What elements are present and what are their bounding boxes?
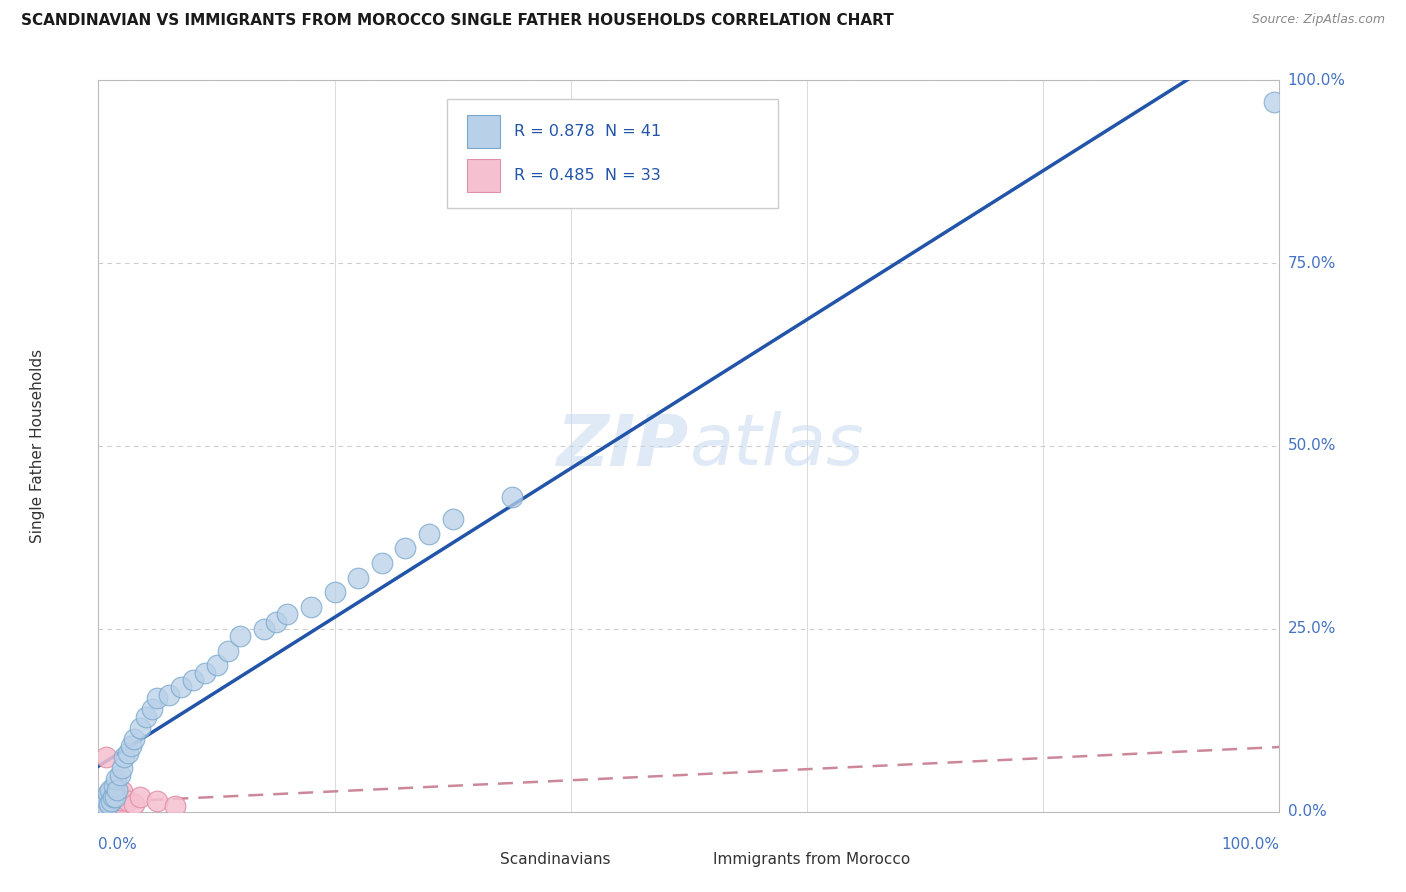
Point [98,782,121,797]
Point [98,791,121,805]
Point [91,803,114,817]
Text: Source: ZipAtlas.com: Source: ZipAtlas.com [1251,13,1385,27]
Point [94,749,117,764]
Point [111,784,134,798]
Point [104,790,127,805]
Point [323,585,346,599]
Point [90,802,112,816]
Point [93,797,115,812]
Text: SCANDINAVIAN VS IMMIGRANTS FROM MOROCCO SINGLE FATHER HOUSEHOLDS CORRELATION CHA: SCANDINAVIAN VS IMMIGRANTS FROM MOROCCO … [21,13,894,29]
Point [108,768,131,782]
Point [100,787,122,801]
Point [170,681,193,695]
Point [194,665,217,680]
Point [264,615,287,629]
FancyBboxPatch shape [665,843,707,875]
Point [89,803,111,817]
Point [117,795,139,809]
Point [121,739,143,753]
Point [101,797,124,812]
Text: 100.0%: 100.0% [1222,837,1279,852]
Point [97,796,120,810]
Point [111,761,134,775]
Text: 25.0%: 25.0% [1288,622,1336,636]
Point [141,702,163,716]
Point [117,746,139,760]
Point [105,772,128,786]
Point [217,644,239,658]
Point [135,709,157,723]
Text: atlas: atlas [689,411,863,481]
Text: 50.0%: 50.0% [1288,439,1336,453]
Point [371,556,394,570]
Point [394,541,416,556]
Point [97,787,120,801]
Point [97,800,120,814]
Point [441,512,464,526]
Point [94,799,117,814]
Point [122,731,145,746]
Point [103,798,125,813]
Point [94,801,117,815]
Point [112,749,135,764]
Point [347,571,370,585]
Point [501,490,523,504]
Point [89,803,111,817]
Point [105,789,128,803]
Point [91,801,114,815]
Point [128,790,150,805]
Point [96,794,118,808]
Point [91,798,114,813]
Text: Immigrants from Morocco: Immigrants from Morocco [713,852,910,867]
Point [146,794,169,808]
Text: Scandinavians: Scandinavians [501,852,610,867]
Point [100,794,122,808]
Text: R = 0.878  N = 41: R = 0.878 N = 41 [515,124,661,139]
Point [110,793,132,807]
Point [105,782,128,797]
Text: Single Father Households: Single Father Households [31,349,45,543]
Point [107,782,129,797]
Point [299,599,322,614]
Text: 0.0%: 0.0% [98,837,138,852]
Text: ZIP: ZIP [557,411,689,481]
Point [96,798,118,813]
Point [98,797,121,812]
Text: 100.0%: 100.0% [1288,73,1346,87]
FancyBboxPatch shape [467,159,501,192]
Point [205,658,228,673]
Point [105,795,128,809]
Point [157,688,180,702]
Point [96,794,118,808]
Point [181,673,204,687]
FancyBboxPatch shape [467,115,501,148]
FancyBboxPatch shape [453,843,494,875]
Point [101,790,124,805]
Point [253,622,276,636]
Point [165,798,187,813]
Point [93,802,115,816]
Point [108,799,131,814]
FancyBboxPatch shape [447,99,778,209]
Point [1263,95,1285,110]
Point [90,801,112,815]
Point [229,629,252,643]
Point [276,607,298,622]
Point [104,794,127,808]
Point [91,800,114,814]
Point [146,691,169,706]
Point [122,797,145,812]
Point [103,779,125,793]
Text: 0.0%: 0.0% [1288,805,1326,819]
Text: R = 0.485  N = 33: R = 0.485 N = 33 [515,168,661,183]
Point [418,526,440,541]
Point [98,790,121,805]
Point [93,797,115,812]
Point [128,721,150,735]
Text: 75.0%: 75.0% [1288,256,1336,270]
